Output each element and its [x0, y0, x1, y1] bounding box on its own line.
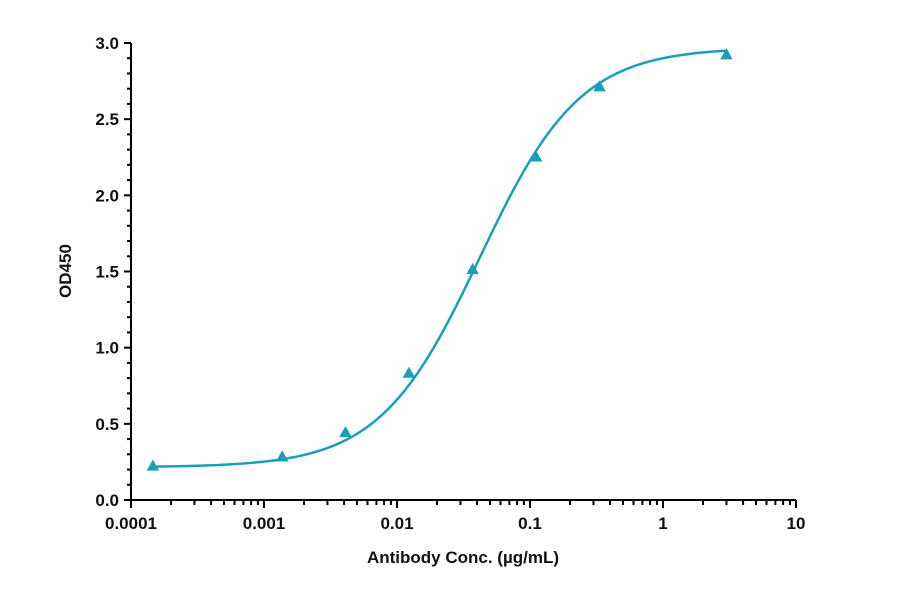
y-tick-label: 3.0: [95, 34, 119, 53]
y-tick-label: 1.5: [95, 263, 119, 282]
triangle-marker-icon: [402, 366, 416, 378]
fit-curve: [152, 49, 727, 468]
x-tick-label: 1: [658, 514, 667, 533]
triangle-marker-icon: [466, 262, 479, 275]
triangle-marker-icon: [529, 150, 543, 162]
plot-area: [146, 48, 733, 471]
x-axis: 0.0001 0.001 0.01 0.1 1 10: [105, 499, 806, 533]
y-tick-label: 0.5: [95, 415, 119, 434]
y-tick-label: 2.0: [95, 186, 119, 205]
x-tick-label: 0.01: [380, 514, 413, 533]
triangle-marker-icon: [275, 450, 289, 462]
x-tick-label: 10: [787, 514, 806, 533]
x-tick-label: 0.001: [243, 514, 286, 533]
triangle-marker-icon: [339, 425, 352, 438]
triangle-marker-icon: [720, 48, 733, 60]
y-tick-label: 2.5: [95, 110, 119, 129]
y-tick-label: 0.0: [95, 491, 119, 510]
y-axis-title: OD450: [56, 244, 75, 298]
x-tick-label: 0.0001: [105, 514, 157, 533]
y-tick-label: 1.0: [95, 339, 119, 358]
y-axis: 0.0 0.5 1.0 1.5 2.0 2.5 3.0: [95, 34, 132, 510]
x-axis-title: Antibody Conc. (µg/mL): [367, 548, 559, 567]
x-tick-label: 0.1: [518, 514, 542, 533]
triangle-marker-icon: [146, 459, 160, 471]
triangle-marker-icon: [593, 80, 606, 92]
